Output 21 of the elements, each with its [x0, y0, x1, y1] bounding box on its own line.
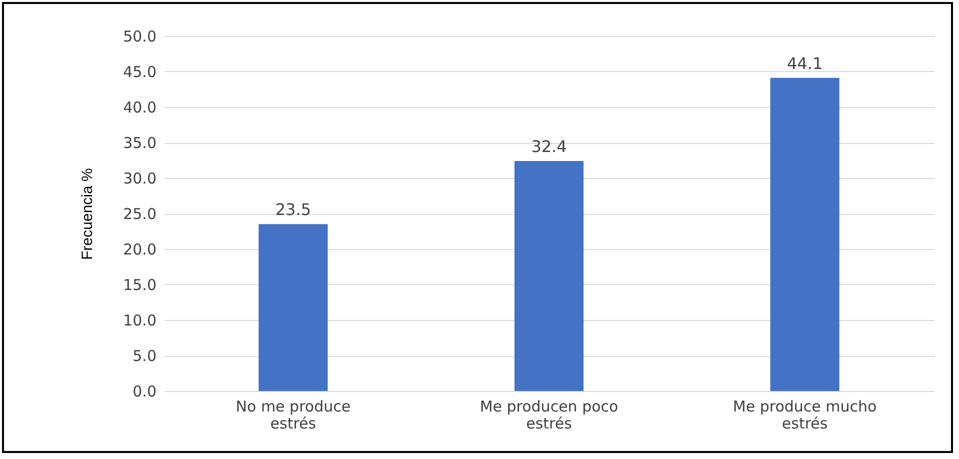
bar [258, 224, 328, 391]
y-tick-label: 20.0 [123, 240, 156, 258]
bar [514, 160, 584, 391]
y-tick-label: 50.0 [123, 28, 156, 46]
y-tick-label: 15.0 [123, 276, 156, 294]
y-tick-label: 0.0 [132, 382, 156, 400]
bar [770, 78, 840, 391]
y-axis-title: Frecuencia % [79, 168, 96, 260]
y-tick-label: 10.0 [123, 312, 156, 330]
y-tick-label: 5.0 [132, 347, 156, 365]
y-tick-label: 30.0 [123, 170, 156, 188]
data-label: 23.5 [275, 200, 311, 220]
y-tick-label: 40.0 [123, 98, 156, 116]
x-tick-label: Me producen poco estrés [480, 398, 618, 432]
y-tick-label: 25.0 [123, 205, 156, 223]
y-tick-label: 35.0 [123, 134, 156, 152]
x-tick-label: Me produce mucho estrés [732, 398, 877, 432]
y-tick-label: 45.0 [123, 63, 156, 81]
x-tick-label: No me produce estrés [236, 398, 351, 432]
data-label: 44.1 [787, 54, 823, 73]
data-label: 32.4 [531, 136, 567, 156]
